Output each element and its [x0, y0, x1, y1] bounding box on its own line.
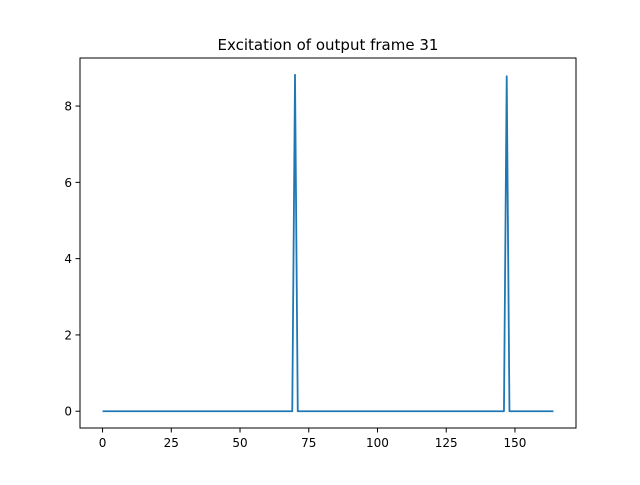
x-axis: 0 25 50 75 100 125 150: [99, 428, 527, 450]
x-tick-label: 75: [301, 436, 316, 450]
y-tick-label: 0: [64, 405, 72, 419]
x-tick-label: 100: [366, 436, 389, 450]
y-tick-label: 6: [64, 176, 72, 190]
x-tick-label: 25: [164, 436, 179, 450]
x-tick-label: 50: [232, 436, 247, 450]
series-layer: [102, 73, 554, 413]
x-tick-label: 150: [504, 436, 527, 450]
chart-title: Excitation of output frame 31: [218, 36, 439, 54]
y-tick-label: 2: [64, 328, 72, 342]
y-tick-label: 8: [64, 100, 72, 114]
x-tick-label: 0: [99, 436, 107, 450]
plot-frame: [79, 57, 577, 429]
y-axis: 0 2 4 6 8: [64, 100, 80, 419]
x-tick-label: 125: [435, 436, 458, 450]
series-line: [102, 73, 554, 413]
y-tick-label: 4: [64, 252, 72, 266]
